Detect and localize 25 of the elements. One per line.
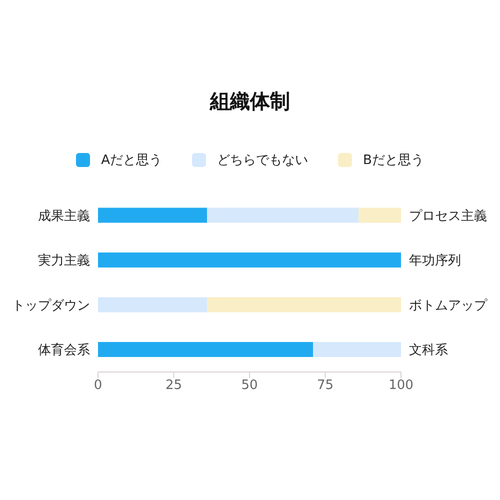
x-tick-label: 75 — [316, 378, 334, 394]
y-tick-label: 体育会系 — [38, 342, 90, 358]
y-tick-label: 成果主義 — [38, 208, 90, 224]
bar — [358, 208, 401, 223]
bar — [207, 297, 401, 312]
y2-tick-label: 年功序列 — [409, 252, 461, 269]
x-tick-label: 50 — [241, 378, 258, 394]
legend-label: どちらでもない — [216, 152, 308, 169]
x-tick-label: 100 — [388, 378, 414, 394]
bar — [98, 208, 208, 223]
bar — [98, 252, 401, 268]
y-tick-label: 実力主義 — [38, 252, 90, 269]
bar — [98, 297, 208, 312]
bar — [207, 208, 359, 223]
x-tick-label: 25 — [165, 378, 182, 394]
y2-tick-label: 文科系 — [409, 343, 448, 358]
legend-label: Bだと思う — [362, 152, 424, 169]
legend-label: Aだと思う — [101, 152, 162, 169]
x-tick-label: 0 — [94, 378, 102, 394]
y2-tick-label: ボトムアップ — [409, 298, 488, 314]
y-tick-label: トップダウン — [12, 298, 90, 314]
chart-title: 組織体制 — [208, 88, 291, 115]
y2-tick-label: プロセス主義 — [409, 208, 487, 224]
bar — [98, 342, 314, 358]
bar — [313, 342, 401, 358]
